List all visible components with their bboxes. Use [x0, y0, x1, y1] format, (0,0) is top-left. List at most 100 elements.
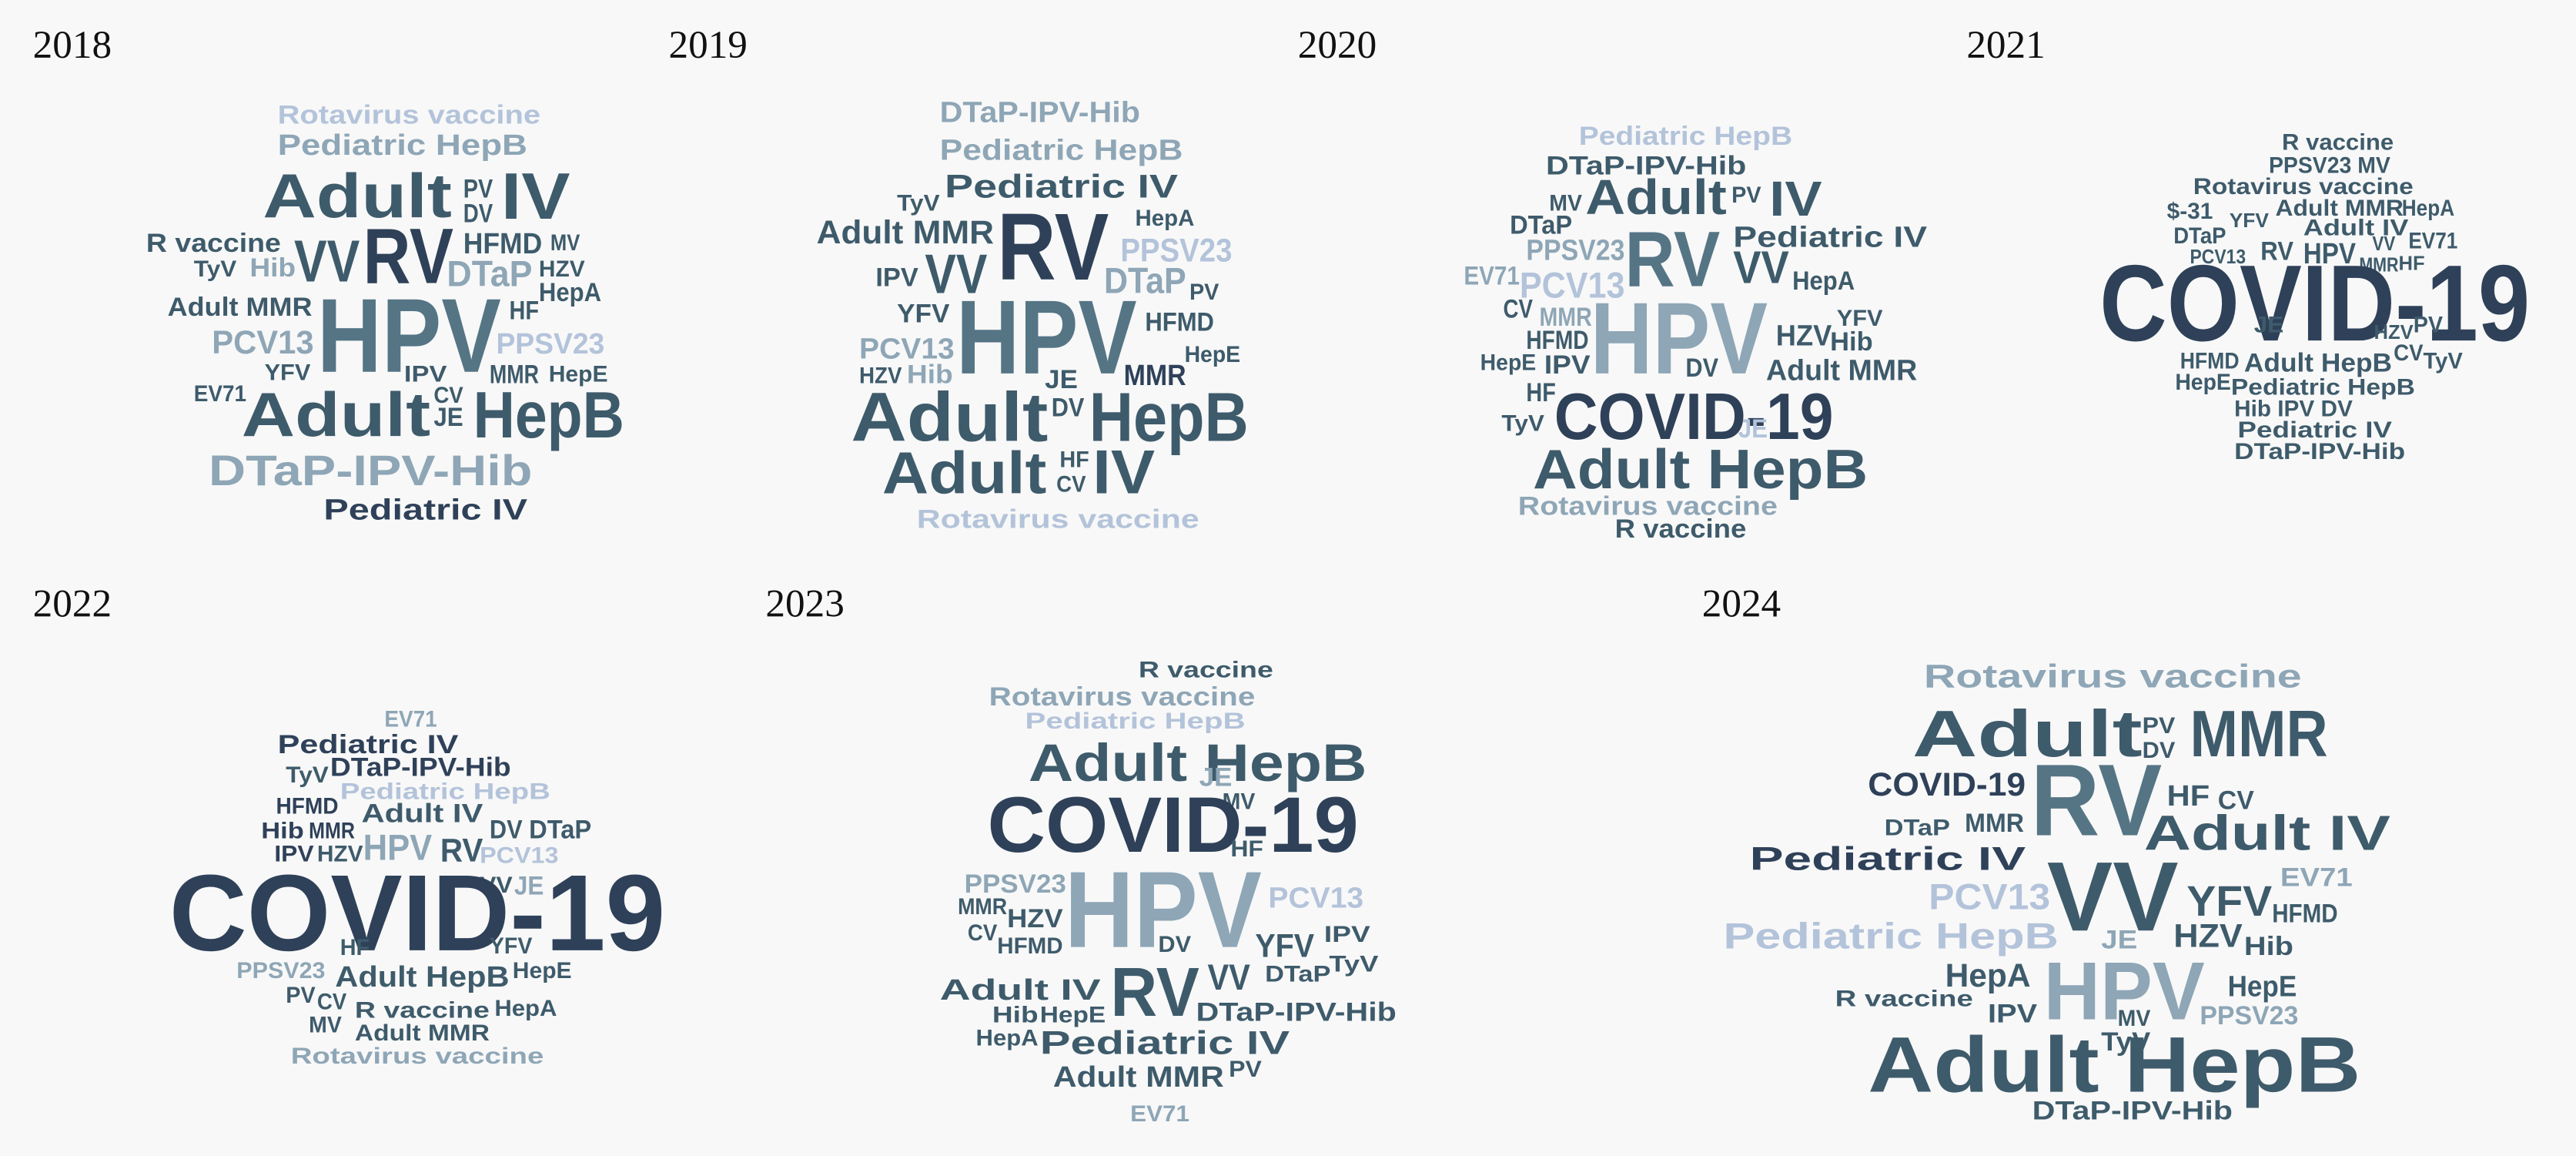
word: HF	[340, 935, 370, 960]
word: PV	[1189, 280, 1219, 305]
word: Adult	[263, 162, 451, 231]
word: IPV	[1988, 1000, 2037, 1029]
word: EV71	[384, 707, 437, 732]
word: Adult	[851, 378, 1048, 455]
word: PCV13	[859, 333, 955, 366]
word: COVID-19	[2099, 243, 2530, 364]
word: Pediatric IV	[1750, 840, 2026, 877]
word: DV	[490, 816, 523, 845]
word: COVID-19	[987, 780, 1358, 869]
word: HZV	[1776, 320, 1832, 353]
word: YFV	[2186, 877, 2272, 925]
word: DTaP	[1104, 260, 1186, 300]
word: PCV13	[2190, 246, 2246, 268]
word: HPV	[317, 276, 501, 394]
word: Hib	[261, 819, 303, 844]
word: HPV	[1591, 282, 1768, 396]
word: Pediatric HepB	[1579, 122, 1792, 151]
word: YFV	[1255, 927, 1314, 964]
word: IPV	[1324, 922, 1370, 947]
word: DTaP	[1265, 961, 1330, 987]
word: HZV	[2374, 322, 2414, 343]
word: Rotavirus vaccine	[1518, 491, 1778, 521]
word: IPV	[274, 842, 313, 867]
word: PPSV23	[1120, 233, 1232, 270]
word: RV	[2260, 237, 2293, 266]
panel-title: 2024	[1702, 582, 1781, 626]
word: COVID-19	[169, 853, 665, 973]
word: HF	[510, 296, 539, 325]
word: HFMD	[1526, 326, 1588, 355]
word: MMR	[958, 894, 1007, 920]
word: Rotavirus vaccine	[291, 1044, 544, 1069]
word: Rotavirus vaccine	[1924, 658, 2302, 695]
word: Rotavirus vaccine	[989, 682, 1256, 712]
word: Adult MMR	[2275, 196, 2403, 221]
word: DTaP	[1510, 210, 1572, 240]
word: DTaP-IPV-Hib	[1196, 998, 1397, 1027]
word: HPV	[2303, 237, 2357, 270]
word: HZV	[859, 364, 902, 389]
word: TyV	[897, 191, 940, 216]
word: DV	[463, 199, 493, 229]
word: R vaccine	[1835, 986, 1973, 1011]
word: EV71	[2408, 229, 2457, 254]
panel-title: 2023	[765, 582, 844, 626]
word: MV	[1223, 789, 1256, 814]
word: Hib	[2244, 932, 2293, 961]
word: DTaP	[529, 816, 591, 845]
word: HFMD	[463, 227, 542, 260]
word: RV	[440, 833, 483, 870]
word: RV	[2031, 743, 2163, 857]
word: VV	[1733, 241, 1789, 293]
word: YFV	[490, 933, 533, 959]
word: HFMD	[2272, 900, 2337, 929]
word: JE	[514, 871, 544, 900]
word: Adult MMR	[1766, 354, 1917, 387]
word: VV	[2047, 842, 2179, 952]
word: HepE	[549, 361, 608, 387]
word: HepA	[2402, 196, 2454, 221]
word: PCV13	[480, 843, 558, 869]
word: Adult IV	[361, 799, 483, 828]
word: HFMD	[276, 794, 339, 819]
word: Hib	[907, 360, 953, 390]
word: TyV	[194, 256, 237, 282]
word: PV	[2143, 713, 2176, 739]
word: Adult HepB	[335, 960, 509, 993]
word: RV	[1111, 953, 1199, 1030]
word: RV	[363, 211, 453, 300]
word: HepB	[1089, 378, 1249, 455]
word: RV	[997, 194, 1109, 300]
word: Pediatric HepB	[1723, 916, 2058, 957]
word: HepE	[1480, 350, 1537, 376]
word: DTaP-IPV-Hib	[2032, 1097, 2233, 1126]
word: JE	[1738, 414, 1768, 444]
word: DTaP-IPV-Hib	[940, 95, 1140, 129]
word: Rotavirus vaccine	[278, 100, 540, 129]
word: Hib	[1830, 327, 1872, 357]
word: Adult IV	[940, 973, 1102, 1007]
word: PPSV23 MV	[2269, 152, 2390, 178]
word: IPV	[875, 263, 918, 293]
word: EV71	[1464, 262, 1520, 291]
word: IV	[1092, 438, 1155, 508]
word: DTaP	[2173, 223, 2226, 249]
word: Pediatric HepB	[278, 129, 527, 162]
word: PV	[463, 174, 493, 203]
word: HPV	[956, 278, 1137, 396]
word: Adult MMR	[168, 293, 313, 322]
word: HepE	[2175, 370, 2231, 395]
word: Adult HepB	[1868, 1020, 2360, 1108]
word: Pediatric HepB	[340, 779, 550, 805]
word: IPV	[404, 361, 447, 387]
word: Adult MMR	[355, 1020, 490, 1046]
word: COVID-19	[1554, 380, 1834, 454]
word: JE	[1045, 365, 1078, 394]
word: MMR	[2359, 255, 2398, 276]
word: EV71	[194, 381, 246, 407]
word: HepA	[976, 1026, 1039, 1051]
panel-title: 2019	[669, 23, 748, 67]
word: PCV13	[1929, 876, 2050, 916]
